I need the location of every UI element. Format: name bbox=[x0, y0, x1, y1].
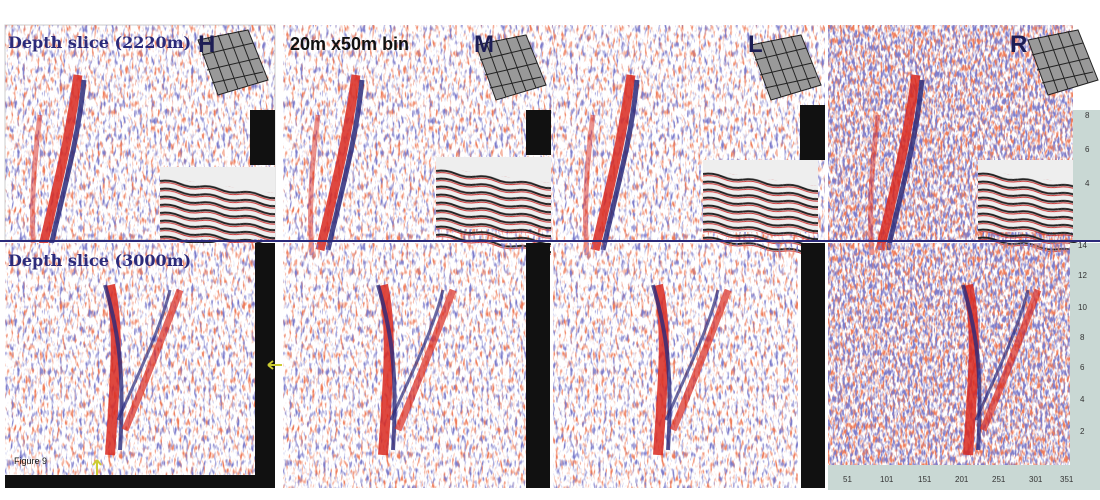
top-title: Depth slice (2220m) bbox=[8, 33, 191, 52]
tick-label: 201 bbox=[955, 475, 969, 484]
panel-label: R bbox=[1010, 31, 1027, 58]
panel-label: H bbox=[198, 31, 215, 58]
tick-label: 10 bbox=[1078, 303, 1087, 312]
right-axis-bottom: 14 12 10 8 6 4 2 bbox=[1078, 241, 1087, 436]
tick-label: 151 bbox=[918, 475, 932, 484]
right-axis-top: 8 6 4 bbox=[1085, 111, 1090, 188]
tick-label: 8 bbox=[1080, 333, 1085, 342]
bottom-axis: 51 101 151 201 251 301 351 bbox=[843, 475, 1074, 484]
panel-label: L bbox=[748, 31, 763, 58]
figure-label: Figure 9 bbox=[14, 456, 47, 466]
tick-label: 251 bbox=[992, 475, 1006, 484]
tick-label: 4 bbox=[1080, 395, 1085, 404]
tick-label: 14 bbox=[1078, 241, 1087, 250]
tick-label: 12 bbox=[1078, 271, 1087, 280]
tick-label: 301 bbox=[1029, 475, 1043, 484]
tick-label: 6 bbox=[1085, 145, 1090, 154]
tick-label: 4 bbox=[1085, 179, 1090, 188]
tick-label: 8 bbox=[1085, 111, 1090, 120]
panel-label: M bbox=[474, 31, 494, 58]
tick-label: 351 bbox=[1060, 475, 1074, 484]
tick-label: 51 bbox=[843, 475, 852, 484]
panels bbox=[0, 24, 1100, 490]
bin-label: 20m x50m bin bbox=[290, 34, 409, 54]
tick-label: 6 bbox=[1080, 363, 1085, 372]
bottom-title: Depth slice (3000m) bbox=[8, 251, 191, 270]
tick-label: 2 bbox=[1080, 427, 1085, 436]
tick-label: 101 bbox=[880, 475, 894, 484]
